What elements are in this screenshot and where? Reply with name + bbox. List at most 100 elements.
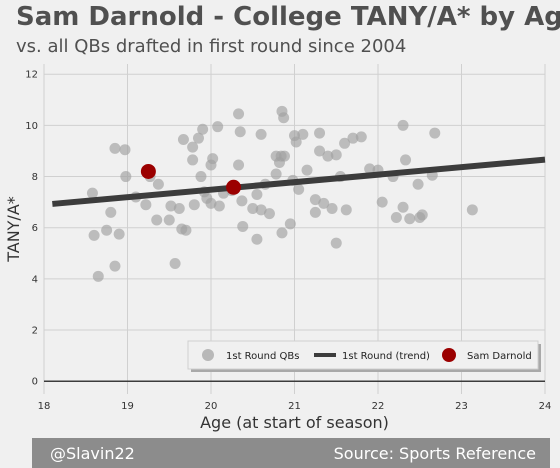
footer-source: Source: Sports Reference	[333, 444, 536, 463]
qb-point	[197, 123, 209, 135]
qb-point	[263, 208, 275, 220]
qb-point	[397, 119, 409, 131]
qb-point	[284, 218, 296, 230]
darnold-point	[140, 163, 156, 179]
qb-point	[247, 203, 259, 215]
qb-point	[173, 203, 185, 215]
qb-point	[251, 233, 263, 245]
qb-point	[101, 224, 113, 236]
x-tick-label: 19	[121, 401, 134, 412]
x-tick-label: 20	[205, 401, 218, 412]
qb-point	[318, 197, 330, 209]
legend-marker-darnold	[442, 348, 456, 362]
legend-label-trend: 1st Round (trend)	[342, 351, 430, 362]
darnold-points	[140, 163, 242, 195]
qb-point	[113, 228, 125, 240]
qb-point	[330, 237, 342, 249]
qb-point	[188, 199, 200, 211]
qb-point	[340, 204, 352, 216]
qb-point	[330, 149, 342, 161]
qb-point	[301, 164, 313, 176]
qb-point	[278, 112, 290, 124]
qb-point	[339, 137, 351, 149]
qb-point	[140, 199, 152, 211]
qb-point	[397, 201, 409, 213]
y-tick-label: 2	[32, 326, 38, 337]
qb-point	[120, 171, 132, 183]
qb-point	[251, 188, 263, 200]
qb-point	[109, 142, 121, 154]
qb-points	[86, 105, 478, 282]
qb-point	[293, 183, 305, 195]
footer-credit: @Slavin22	[50, 444, 135, 463]
footer-bar: @Slavin22 Source: Sports Reference	[32, 438, 550, 468]
qb-point	[187, 154, 199, 166]
qb-point	[429, 127, 441, 139]
trend-line-segment	[52, 156, 546, 207]
qb-point	[109, 260, 121, 272]
qb-point	[105, 206, 117, 218]
y-tick-label: 0	[32, 377, 38, 388]
y-tick-label: 12	[25, 70, 38, 81]
x-tick-label: 21	[288, 401, 301, 412]
y-tick-label: 6	[32, 223, 38, 234]
qb-point	[180, 224, 192, 236]
qb-point	[278, 150, 290, 162]
qb-point	[404, 213, 416, 225]
qb-point	[412, 178, 424, 190]
qb-point	[92, 270, 104, 282]
trend-line	[52, 156, 546, 207]
qb-point	[165, 200, 177, 212]
qb-point	[309, 194, 321, 206]
qb-point	[236, 195, 248, 207]
qb-point	[290, 136, 302, 148]
qb-point	[205, 197, 217, 209]
qb-point	[233, 108, 245, 120]
legend-label-darnold: Sam Darnold	[467, 351, 532, 362]
qb-point	[466, 204, 478, 216]
y-tick-label: 10	[25, 121, 38, 132]
qb-point	[314, 127, 326, 139]
qb-point	[88, 229, 100, 241]
qb-point	[314, 145, 326, 157]
x-axis-label: Age (at start of season)	[200, 413, 389, 432]
qb-point	[270, 168, 282, 180]
qb-point	[326, 203, 338, 215]
legend: 1st Round QBs 1st Round (trend) Sam Darn…	[187, 340, 541, 372]
qb-point	[234, 126, 246, 138]
qb-point	[207, 153, 219, 165]
qb-point	[297, 128, 309, 140]
qb-point	[195, 171, 207, 183]
qb-point	[347, 132, 359, 144]
qb-point	[376, 196, 388, 208]
y-tick-label: 8	[32, 172, 38, 183]
qb-point	[86, 187, 98, 199]
qb-point	[390, 211, 402, 223]
qb-point	[192, 132, 204, 144]
qb-point	[276, 227, 288, 239]
x-tick-label: 24	[539, 401, 552, 412]
x-tick-label: 22	[372, 401, 385, 412]
qb-point	[416, 209, 428, 221]
qb-point	[169, 258, 181, 270]
qb-point	[187, 141, 199, 153]
qb-point	[177, 133, 189, 145]
qb-point	[151, 214, 163, 226]
qb-point	[237, 220, 249, 232]
qb-point	[255, 204, 267, 216]
qb-point	[364, 163, 376, 175]
x-tick-label: 18	[38, 401, 51, 412]
y-tick-label: 4	[32, 274, 38, 285]
qb-point	[355, 131, 367, 143]
qb-point	[400, 154, 412, 166]
qb-point	[255, 128, 267, 140]
x-tick-label: 23	[455, 401, 468, 412]
qb-point	[119, 144, 131, 156]
darnold-point	[226, 179, 242, 195]
qb-point	[212, 121, 224, 133]
legend-label-qbs: 1st Round QBs	[226, 351, 299, 362]
qb-point	[213, 200, 225, 212]
qb-point	[152, 178, 164, 190]
